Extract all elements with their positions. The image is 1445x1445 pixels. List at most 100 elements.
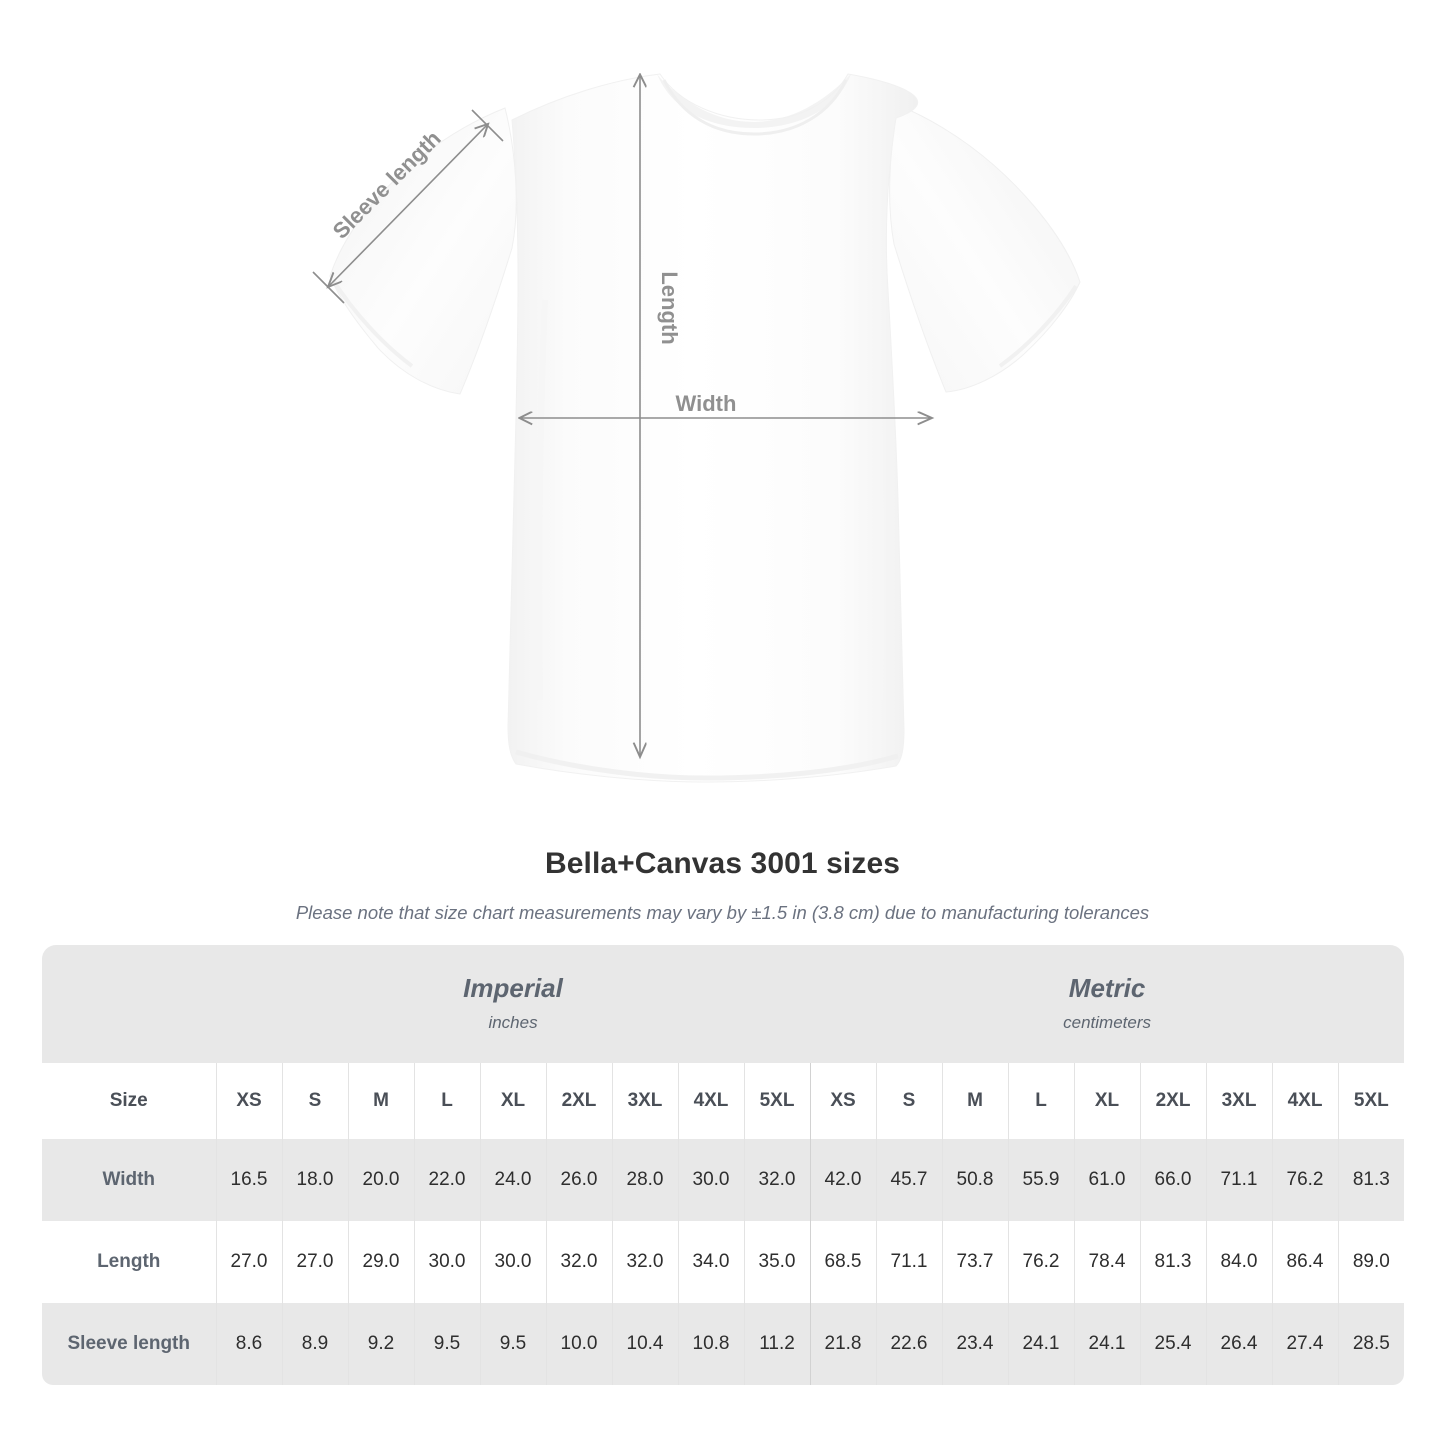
cell-value: 81.3	[1337, 1139, 1405, 1221]
row-label-width: Width	[42, 1139, 216, 1221]
cell-value: 66.0	[1139, 1139, 1207, 1221]
unit-system-subtitle: inches	[488, 1013, 538, 1032]
table-row: Sleeve length 8.6 8.9 9.2 9.5 9.5 10.0 10.4 10.8…	[42, 1303, 1405, 1385]
cell-value: 76.2	[1007, 1221, 1075, 1303]
column-header-imperial-2xl: 2XL	[545, 1063, 612, 1139]
cell-value: 9.5	[479, 1303, 546, 1385]
cell-value: 30.0	[677, 1139, 744, 1221]
cell-value: 20.0	[347, 1139, 414, 1221]
column-header-imperial-3xl: 3XL	[611, 1063, 678, 1139]
size-chart-table: Imperial inches Metric centimeters Size XS S M L…	[42, 945, 1405, 1385]
column-header-metric-2xl: 2XL	[1139, 1063, 1207, 1139]
cell-value: 8.6	[215, 1303, 282, 1385]
cell-value: 68.5	[809, 1221, 877, 1303]
cell-value: 26.4	[1205, 1303, 1273, 1385]
column-header-metric-5xl: 5XL	[1337, 1063, 1405, 1139]
cell-value: 18.0	[281, 1139, 348, 1221]
cell-value: 8.9	[281, 1303, 348, 1385]
left-sleeve-hem	[331, 278, 414, 368]
tshirt-shape	[329, 73, 1081, 783]
unit-banner-metric: Metric centimeters	[810, 945, 1405, 1063]
cell-value: 10.0	[545, 1303, 612, 1385]
cell-value: 30.0	[479, 1221, 546, 1303]
cell-value: 50.8	[941, 1139, 1009, 1221]
size-chart-table-wrap: Imperial inches Metric centimeters Size XS S M L…	[42, 945, 1405, 1385]
unit-banner-row: Imperial inches Metric centimeters	[42, 945, 1405, 1063]
cell-value: 86.4	[1271, 1221, 1339, 1303]
cell-value: 16.5	[215, 1139, 282, 1221]
right-sleeve	[889, 104, 1081, 393]
cell-value: 61.0	[1073, 1139, 1141, 1221]
cell-value: 10.4	[611, 1303, 678, 1385]
right-sleeve-hem	[998, 284, 1078, 368]
cell-value: 29.0	[347, 1221, 414, 1303]
cell-value: 27.0	[281, 1221, 348, 1303]
cell-value: 84.0	[1205, 1221, 1273, 1303]
row-label-sleeve-length: Sleeve length	[42, 1303, 216, 1385]
unit-system-name: Imperial	[463, 973, 563, 1003]
cell-value: 32.0	[743, 1139, 811, 1221]
cell-value: 22.6	[875, 1303, 943, 1385]
cell-value: 25.4	[1139, 1303, 1207, 1385]
column-header-metric-3xl: 3XL	[1205, 1063, 1273, 1139]
column-header-imperial-5xl: 5XL	[743, 1063, 811, 1139]
sleeve-tick-bottom	[312, 271, 345, 304]
label-length: Length	[657, 271, 682, 344]
table-row: Length 27.0 27.0 29.0 30.0 30.0 32.0 32.0 34.0 35…	[42, 1221, 1405, 1303]
column-header-metric-xl: XL	[1073, 1063, 1141, 1139]
cell-value: 24.0	[479, 1139, 546, 1221]
table-row: Width 16.5 18.0 20.0 22.0 24.0 26.0 28.0 30.0 32.…	[42, 1139, 1405, 1221]
cell-value: 34.0	[677, 1221, 744, 1303]
cell-value: 32.0	[545, 1221, 612, 1303]
unit-system-subtitle: centimeters	[1063, 1013, 1152, 1032]
column-header-imperial-s: S	[281, 1063, 348, 1139]
cell-value: 9.2	[347, 1303, 414, 1385]
row-label-length: Length	[42, 1221, 216, 1303]
cell-value: 28.0	[611, 1139, 678, 1221]
collar	[657, 74, 851, 128]
unit-system-name: Metric	[1068, 973, 1146, 1003]
column-header-imperial-4xl: 4XL	[677, 1063, 744, 1139]
column-header-metric-l: L	[1007, 1063, 1075, 1139]
cell-value: 24.1	[1007, 1303, 1075, 1385]
cell-value: 71.1	[875, 1221, 943, 1303]
body-right-fold	[873, 299, 884, 701]
cell-value: 23.4	[941, 1303, 1009, 1385]
column-header-metric-m: M	[941, 1063, 1009, 1139]
column-header-imperial-m: M	[347, 1063, 414, 1139]
cell-value: 11.2	[743, 1303, 811, 1385]
cell-value: 32.0	[611, 1221, 678, 1303]
sleeve-tick-top	[471, 109, 504, 142]
cell-value: 28.5	[1337, 1303, 1405, 1385]
tshirt-diagram: Sleeve length Length Width	[312, 0, 1081, 783]
cell-value: 45.7	[875, 1139, 943, 1221]
label-width: Width	[676, 391, 737, 416]
column-header-imperial-xs: XS	[215, 1063, 282, 1139]
column-header-metric-4xl: 4XL	[1271, 1063, 1339, 1139]
sleeve-length-arrow	[328, 125, 487, 287]
cell-value: 76.2	[1271, 1139, 1339, 1221]
cell-value: 78.4	[1073, 1221, 1141, 1303]
cell-value: 21.8	[809, 1303, 877, 1385]
column-header-metric-s: S	[875, 1063, 943, 1139]
page-title: Bella+Canvas 3001 sizes	[544, 847, 901, 880]
cell-value: 10.8	[677, 1303, 744, 1385]
cell-value: 30.0	[413, 1221, 480, 1303]
cell-value: 42.0	[809, 1139, 877, 1221]
measurement-annotations	[312, 76, 932, 757]
cell-value: 73.7	[941, 1221, 1009, 1303]
column-header-imperial-l: L	[413, 1063, 480, 1139]
column-header-metric-xs: XS	[809, 1063, 877, 1139]
cell-value: 89.0	[1337, 1221, 1405, 1303]
collar-inner-line	[662, 79, 848, 136]
tolerance-note: Please note that size chart measurements…	[295, 902, 1150, 923]
body-left-fold	[536, 299, 548, 701]
cell-value: 26.0	[545, 1139, 612, 1221]
tshirt-body	[507, 73, 919, 783]
cell-value: 55.9	[1007, 1139, 1075, 1221]
cell-value: 81.3	[1139, 1221, 1207, 1303]
cell-value: 35.0	[743, 1221, 811, 1303]
column-header-size: Size	[42, 1063, 216, 1139]
table-header-row: Size XS S M L XL 2XL 3XL 4XL 5XL XS S M L XL 2XL 3XL 4XL 5…	[42, 1063, 1405, 1139]
column-header-imperial-xl: XL	[479, 1063, 546, 1139]
